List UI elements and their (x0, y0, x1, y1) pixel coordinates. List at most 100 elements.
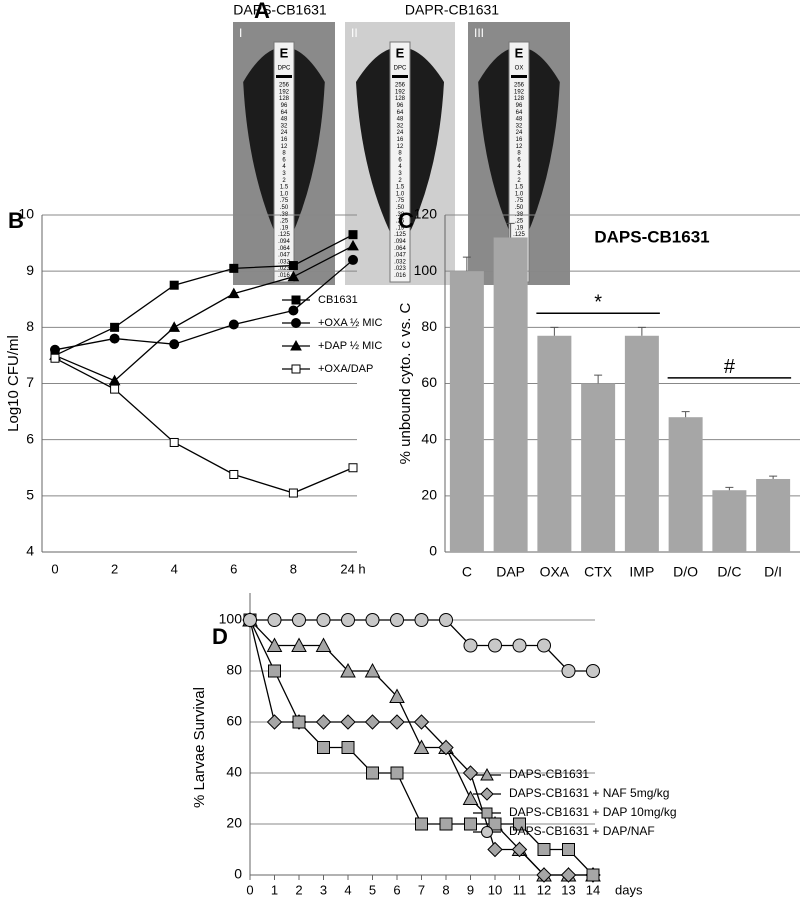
point-square (288, 488, 298, 498)
strip-drug: DPC (394, 66, 407, 72)
point-diamond (389, 714, 405, 730)
legend-label: +DAP ½ MIC (318, 340, 382, 352)
point-square (366, 766, 379, 780)
y-tick-label: 7 (26, 374, 34, 390)
panel-letter: C (398, 208, 414, 233)
etest-strip (389, 41, 411, 283)
y-tick-label: 8 (26, 318, 34, 334)
point-square (481, 807, 493, 819)
point-square (439, 817, 453, 831)
strip-scale: 64 (281, 110, 288, 116)
strip-scale: .19 (396, 225, 405, 231)
point-circle (481, 826, 493, 838)
x-tick-label: 0 (51, 561, 58, 576)
strip-scale: 96 (516, 103, 523, 109)
x-tick-label: 4 (171, 561, 178, 576)
strip-scale: 1.5 (280, 185, 289, 191)
x-tick-label: 5 (369, 882, 376, 897)
y-tick-label: 40 (421, 430, 437, 446)
series-line (54, 259, 354, 351)
error-bar (681, 411, 690, 418)
x-tick-label: 6 (230, 561, 237, 576)
point-square (513, 817, 526, 831)
strip-band (511, 75, 527, 78)
panel-letter: A (254, 0, 270, 23)
strip-scale: 32 (397, 123, 404, 129)
panel-numeral: II (351, 26, 358, 40)
series-line (54, 234, 354, 357)
strip-scale: 2 (282, 178, 286, 184)
point-square (317, 741, 330, 754)
strip-scale: 12 (397, 144, 404, 150)
point-triangle (480, 767, 494, 781)
strip-scale: 96 (397, 103, 404, 109)
point-circle (228, 319, 239, 330)
series-line (54, 357, 354, 494)
error-bar (550, 326, 559, 336)
group-label: DAPR-CB1631 (405, 2, 499, 18)
strip-scale: 1.0 (515, 191, 524, 197)
point-diamond (560, 867, 577, 883)
point-diamond (364, 714, 381, 730)
point-square (50, 353, 60, 363)
x-tick-label: 1 (271, 882, 278, 897)
y-tick-label: 9 (26, 262, 34, 278)
strip-scale: 256 (514, 83, 525, 89)
x-tick-label: D/O (673, 564, 698, 580)
bar (493, 237, 528, 552)
point-square (488, 817, 502, 831)
point-triangle (290, 339, 302, 351)
strip-scale: 6 (398, 157, 402, 163)
bar (581, 383, 616, 552)
point-triangle (227, 287, 240, 299)
point-triangle (347, 239, 359, 251)
point-square (586, 868, 600, 882)
strip-scale: 32 (281, 123, 288, 129)
strip-scale: 48 (516, 117, 523, 123)
point-square (291, 364, 301, 374)
x-tick-label: DAP (496, 564, 525, 580)
point-circle (109, 333, 120, 344)
y-axis-label: Log10 CFU/ml (5, 335, 22, 432)
strip-scale: .38 (396, 212, 405, 218)
y-axis-label: % Larvae Survival (191, 687, 208, 808)
point-circle (537, 638, 551, 653)
strip-scale: 64 (397, 110, 404, 116)
group-label: DAPS-CB1631 (233, 2, 327, 18)
point-triangle (266, 637, 283, 652)
strip-scale: 12 (516, 144, 523, 150)
x-tick-label: C (462, 564, 472, 580)
point-circle (561, 664, 576, 678)
point-triangle (168, 321, 181, 332)
strip-scale: 6 (517, 157, 521, 163)
point-square (110, 384, 120, 394)
strip-scale: 3 (282, 171, 286, 177)
x-tick-label: 6 (393, 882, 400, 897)
strip-scale: 96 (281, 103, 288, 109)
point-diamond (340, 714, 356, 730)
x-tick-label: D/I (764, 564, 782, 580)
strip-scale: 8 (398, 151, 402, 157)
panel-letter: D (212, 624, 228, 649)
y-tick-label: 80 (226, 662, 242, 678)
strip-scale: 192 (279, 89, 290, 95)
strip-logo: E (396, 45, 405, 60)
point-circle (488, 638, 502, 653)
point-diamond (480, 787, 494, 801)
point-circle (243, 613, 257, 627)
strip-scale: .016 (394, 273, 406, 279)
x-axis-label: days (615, 882, 643, 897)
strip-scale: 16 (397, 137, 404, 143)
point-square (464, 817, 477, 831)
strip-scale: 24 (281, 130, 288, 136)
y-tick-label: 120 (414, 206, 438, 222)
strip-scale: 192 (395, 89, 406, 95)
error-bar (462, 256, 471, 272)
error-bar (769, 475, 778, 479)
point-square (562, 843, 575, 856)
strip-scale: .064 (394, 246, 406, 252)
strip-scale: 128 (279, 96, 290, 102)
strip-logo: E (280, 45, 289, 60)
x-tick-label: 12 (537, 882, 551, 897)
